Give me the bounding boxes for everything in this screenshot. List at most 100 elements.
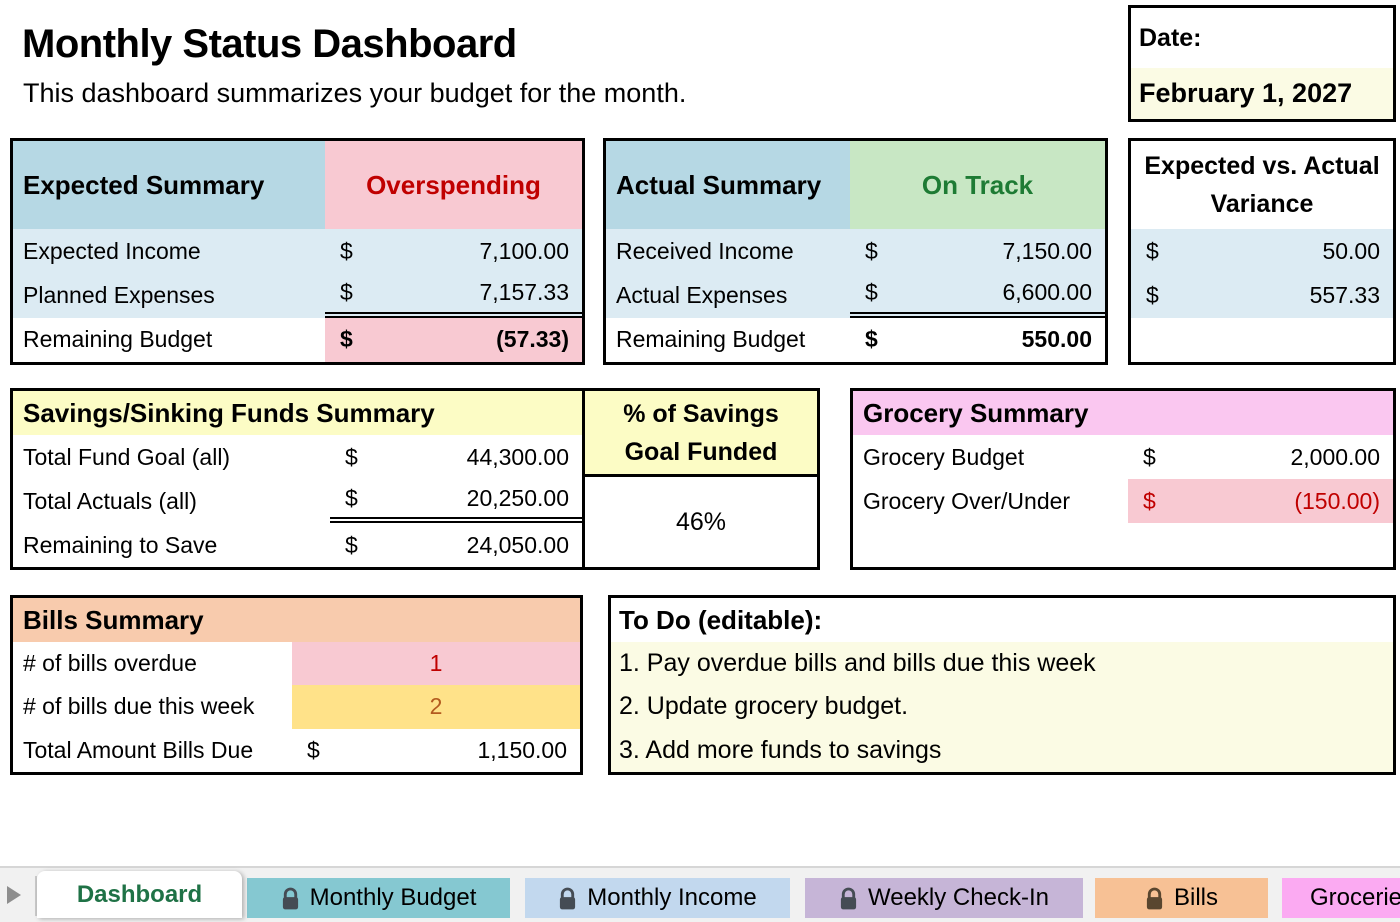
value-cell[interactable]: $ 44,300.00: [330, 435, 582, 479]
row-label: # of bills due this week: [23, 693, 255, 720]
row-label: Grocery Budget: [863, 443, 1025, 470]
value-cell[interactable]: $ 7,150.00: [850, 229, 1105, 274]
amount: 6,600.00: [1002, 278, 1092, 305]
table-row: Received Income $ 7,150.00: [606, 229, 1105, 274]
value-cell[interactable]: 2: [292, 685, 580, 729]
table-row: Grocery Budget $ 2,000.00: [853, 435, 1393, 479]
todo-title: To Do (editable):: [611, 598, 1393, 642]
table-row: Total Actuals (all) $ 20,250.00: [13, 479, 582, 523]
tab-weekly-check-in[interactable]: Weekly Check-In: [805, 878, 1083, 918]
expected-summary-box: Expected Summary Overspending Expected I…: [10, 138, 585, 365]
sheet-nav-arrow-icon[interactable]: [7, 886, 21, 904]
value-cell[interactable]: $ 557.33: [1131, 273, 1393, 318]
table-row: # of bills overdue 1: [13, 642, 580, 686]
amount: (150.00): [1294, 487, 1380, 514]
amount: 7,100.00: [479, 237, 569, 264]
savings-summary-title: Savings/Sinking Funds Summary: [13, 391, 582, 435]
todo-item[interactable]: 2. Update grocery budget.: [619, 692, 909, 721]
row-label: Total Amount Bills Due: [23, 736, 254, 763]
date-box: Date: February 1, 2027: [1128, 5, 1396, 122]
table-row: Total Amount Bills Due $ 1,150.00: [13, 729, 580, 772]
tab-monthly-budget[interactable]: Monthly Budget: [247, 878, 510, 918]
todo-list: 1. Pay overdue bills and bills due this …: [611, 642, 1393, 772]
amount: 20,250.00: [466, 484, 569, 511]
value-cell[interactable]: $ 20,250.00: [330, 479, 582, 523]
currency-symbol: $: [865, 326, 878, 353]
actual-summary-title: Actual Summary: [606, 141, 850, 229]
row-label: Remaining Budget: [23, 326, 213, 353]
currency-symbol: $: [345, 443, 358, 470]
row-label: Remaining Budget: [616, 326, 806, 353]
currency-symbol: $: [345, 484, 358, 511]
todo-item[interactable]: 3. Add more funds to savings: [619, 735, 942, 764]
tab-divider: [35, 876, 37, 916]
amount: 557.33: [1309, 281, 1380, 308]
value-cell[interactable]: $ 2,000.00: [1128, 435, 1393, 479]
row-label: Grocery Over/Under: [863, 487, 1071, 514]
row-label: Remaining to Save: [23, 531, 218, 558]
tab-groceries[interactable]: Groceries: [1282, 878, 1400, 918]
currency-symbol: $: [340, 326, 353, 353]
empty-cell[interactable]: [853, 523, 1393, 567]
currency-symbol: $: [1146, 281, 1159, 308]
value-cell[interactable]: $ (57.33): [325, 317, 582, 362]
amount: 44,300.00: [466, 443, 569, 470]
table-row: $ 50.00: [1131, 229, 1393, 274]
amount: 7,157.33: [479, 278, 569, 305]
table-row: Remaining to Save $ 24,050.00: [13, 523, 582, 567]
currency-symbol: $: [1146, 237, 1159, 264]
table-row: Expected Income $ 7,100.00: [13, 229, 582, 274]
tab-dashboard[interactable]: Dashboard: [37, 871, 242, 918]
table-row: Actual Expenses $ 6,600.00: [606, 273, 1105, 318]
sheet-tab-bar: Dashboard Monthly Budget Monthly Income …: [0, 866, 1400, 922]
actual-summary-box: Actual Summary On Track Received Income …: [603, 138, 1108, 365]
variance-box: Expected vs. Actual Variance $ 50.00 $ 5…: [1128, 138, 1396, 365]
row-label: Received Income: [606, 229, 850, 274]
savings-goal-pct-box: % of Savings Goal Funded 46%: [585, 388, 820, 570]
grocery-summary-title: Grocery Summary: [853, 391, 1393, 435]
tab-bills[interactable]: Bills: [1095, 878, 1268, 918]
value-cell[interactable]: $ 1,150.00: [292, 729, 580, 772]
value-cell[interactable]: $ 24,050.00: [330, 523, 582, 567]
table-row: Total Fund Goal (all) $ 44,300.00: [13, 435, 582, 479]
todo-item[interactable]: 1. Pay overdue bills and bills due this …: [619, 649, 1096, 678]
row-label: Total Actuals (all): [23, 487, 197, 514]
value-cell[interactable]: $ 550.00: [850, 318, 1105, 362]
page-title: Monthly Status Dashboard: [22, 22, 517, 66]
expected-summary-title: Expected Summary: [13, 141, 325, 229]
tab-label: Weekly Check-In: [868, 884, 1049, 911]
tab-label: Monthly Budget: [309, 884, 477, 911]
lock-icon: [560, 887, 576, 909]
currency-symbol: $: [345, 531, 358, 558]
value-cell[interactable]: $ 50.00: [1131, 229, 1393, 274]
row-label: # of bills overdue: [23, 650, 197, 677]
value-cell[interactable]: $ (150.00): [1128, 479, 1393, 523]
table-row: Remaining Budget $ 550.00: [606, 318, 1105, 362]
amount: 7,150.00: [1002, 237, 1092, 264]
tab-label: Groceries: [1309, 884, 1400, 911]
value-cell[interactable]: $ 6,600.00: [850, 273, 1105, 318]
value-cell[interactable]: $ 7,157.33: [325, 273, 582, 318]
row-label: Planned Expenses: [13, 273, 325, 318]
currency-symbol: $: [865, 237, 878, 264]
amount: 24,050.00: [466, 531, 569, 558]
value-cell[interactable]: $ 7,100.00: [325, 229, 582, 274]
currency-symbol: $: [340, 237, 353, 264]
date-value-cell[interactable]: February 1, 2027: [1131, 68, 1393, 119]
row-label: Expected Income: [13, 229, 325, 274]
currency-symbol: $: [307, 736, 320, 763]
tab-label: Monthly Income: [587, 884, 757, 911]
table-row: Grocery Over/Under $ (150.00): [853, 479, 1393, 523]
tab-monthly-income[interactable]: Monthly Income: [525, 878, 790, 918]
value-cell[interactable]: 1: [292, 642, 580, 686]
grocery-summary-box: Grocery Summary Grocery Budget $ 2,000.0…: [850, 388, 1396, 570]
tab-label: Dashboard: [76, 880, 203, 908]
variance-title: Expected vs. Actual Variance: [1144, 152, 1380, 218]
table-row: # of bills due this week 2: [13, 685, 580, 729]
empty-cell[interactable]: [1131, 317, 1393, 362]
page-subtitle: This dashboard summarizes your budget fo…: [23, 78, 687, 108]
savings-goal-pct-value[interactable]: 46%: [675, 507, 727, 536]
row-label: Total Fund Goal (all): [23, 443, 231, 470]
lock-icon: [840, 887, 857, 909]
